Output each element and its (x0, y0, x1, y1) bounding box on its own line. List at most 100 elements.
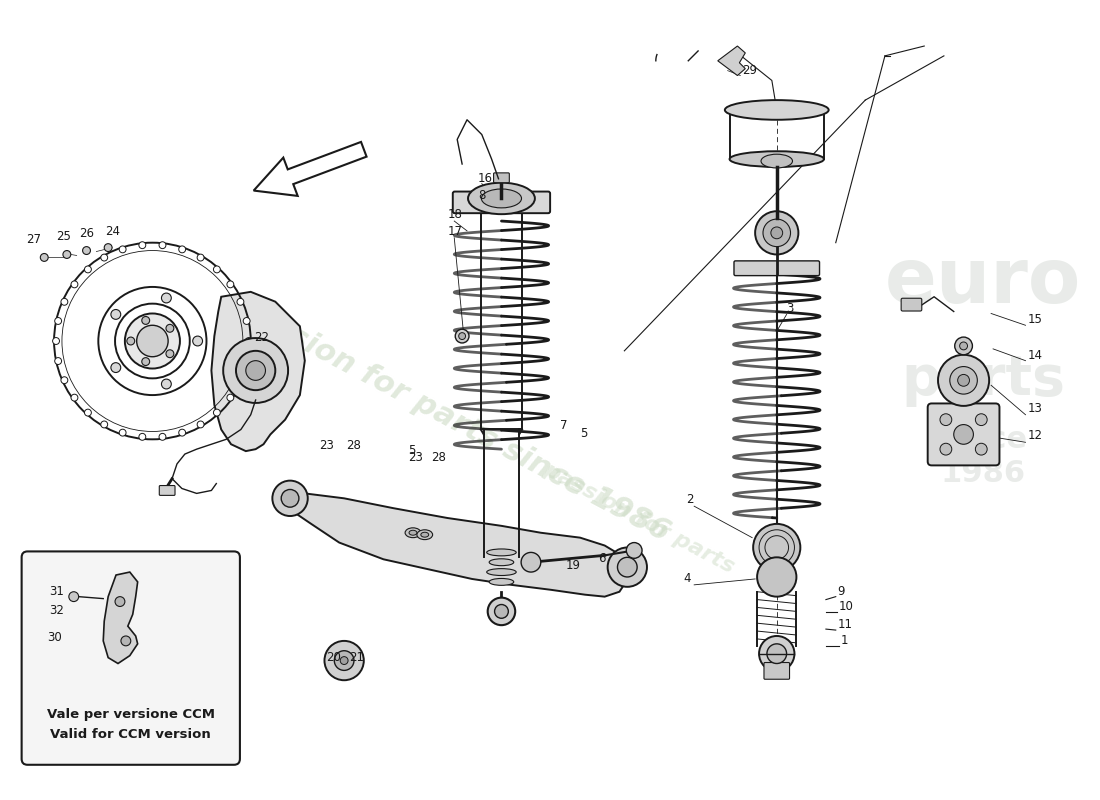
Circle shape (949, 366, 977, 394)
Text: 23: 23 (408, 451, 422, 464)
Ellipse shape (482, 189, 521, 208)
Circle shape (139, 242, 146, 249)
Circle shape (55, 318, 62, 325)
Ellipse shape (417, 530, 432, 540)
Text: 2: 2 (686, 494, 694, 506)
Text: 16: 16 (477, 172, 493, 185)
Circle shape (521, 553, 541, 572)
Circle shape (940, 414, 952, 426)
Circle shape (139, 434, 146, 440)
Text: 5: 5 (408, 444, 416, 457)
Circle shape (178, 246, 186, 253)
Text: 1: 1 (840, 634, 848, 647)
Circle shape (111, 362, 121, 373)
Text: 26: 26 (79, 226, 94, 240)
Text: 29: 29 (742, 63, 757, 77)
Circle shape (60, 298, 68, 306)
Circle shape (119, 246, 126, 253)
Text: 8: 8 (477, 190, 485, 202)
Circle shape (166, 324, 174, 332)
Circle shape (227, 281, 234, 288)
Circle shape (104, 244, 112, 251)
Circle shape (197, 254, 204, 261)
Circle shape (197, 421, 204, 428)
FancyBboxPatch shape (734, 261, 820, 276)
Text: 22: 22 (254, 331, 268, 344)
Circle shape (459, 333, 465, 339)
Circle shape (955, 337, 972, 354)
Circle shape (958, 374, 969, 386)
Text: 20: 20 (327, 650, 341, 663)
Circle shape (82, 246, 90, 254)
Circle shape (69, 592, 79, 602)
Text: 3: 3 (786, 302, 794, 314)
Text: 11: 11 (838, 618, 853, 631)
Text: 30: 30 (47, 631, 62, 644)
Circle shape (626, 542, 642, 558)
FancyBboxPatch shape (927, 403, 1000, 466)
Polygon shape (103, 572, 138, 663)
Circle shape (213, 266, 220, 273)
Circle shape (192, 336, 202, 346)
Circle shape (126, 337, 134, 345)
Text: 9: 9 (838, 585, 845, 598)
Text: passion for parts since 1986: passion for parts since 1986 (230, 292, 674, 547)
Circle shape (245, 361, 265, 380)
Circle shape (976, 414, 987, 426)
Polygon shape (275, 489, 629, 597)
Text: 28: 28 (431, 451, 446, 464)
Text: Valid for CCM version: Valid for CCM version (51, 728, 211, 741)
Circle shape (938, 354, 989, 406)
Circle shape (85, 266, 91, 273)
FancyBboxPatch shape (160, 486, 175, 495)
Text: 19: 19 (565, 559, 581, 572)
Circle shape (771, 227, 783, 238)
Circle shape (53, 338, 59, 345)
Text: 1986: 1986 (940, 459, 1026, 488)
Text: 10: 10 (838, 601, 854, 614)
Circle shape (121, 636, 131, 646)
Circle shape (162, 293, 172, 303)
Circle shape (324, 641, 364, 680)
Text: 12: 12 (1027, 430, 1043, 442)
Text: 17: 17 (448, 225, 462, 238)
Circle shape (116, 597, 125, 606)
Circle shape (767, 644, 786, 663)
Circle shape (55, 358, 62, 365)
Circle shape (125, 314, 180, 369)
Text: euro: euro (886, 245, 1081, 319)
Circle shape (166, 350, 174, 358)
Circle shape (213, 409, 220, 416)
Circle shape (236, 351, 275, 390)
Circle shape (243, 318, 250, 325)
Circle shape (340, 657, 348, 665)
Ellipse shape (409, 530, 417, 535)
Text: parts: parts (901, 354, 1065, 407)
Circle shape (160, 242, 166, 249)
Circle shape (976, 443, 987, 455)
Text: since: since (938, 425, 1027, 454)
Text: 6: 6 (597, 552, 605, 566)
Circle shape (142, 317, 150, 324)
Circle shape (101, 421, 108, 428)
Circle shape (227, 394, 234, 401)
Circle shape (236, 377, 244, 384)
Ellipse shape (725, 100, 828, 120)
Text: 4: 4 (683, 572, 691, 585)
Ellipse shape (729, 151, 824, 167)
Circle shape (72, 281, 78, 288)
Ellipse shape (421, 532, 429, 537)
FancyBboxPatch shape (901, 298, 922, 311)
Circle shape (223, 338, 288, 403)
Ellipse shape (490, 578, 514, 586)
Text: 14: 14 (1027, 349, 1043, 362)
Ellipse shape (490, 558, 514, 566)
Circle shape (136, 326, 168, 357)
Circle shape (119, 430, 126, 436)
Circle shape (85, 409, 91, 416)
Circle shape (101, 254, 108, 261)
Text: 21: 21 (349, 650, 364, 663)
Text: 13: 13 (1027, 402, 1043, 414)
Circle shape (111, 310, 121, 319)
FancyBboxPatch shape (764, 662, 790, 679)
